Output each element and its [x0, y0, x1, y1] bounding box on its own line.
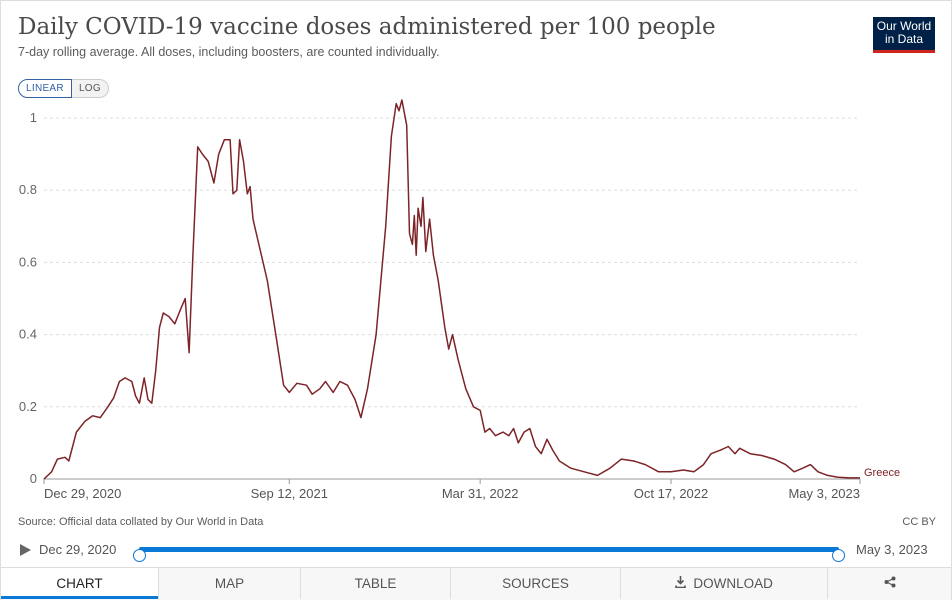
play-icon[interactable]: [20, 544, 31, 556]
tab-chart-label: CHART: [56, 576, 103, 591]
tab-sources-label: SOURCES: [502, 576, 569, 591]
chart-title: Daily COVID-19 vaccine doses administere…: [18, 14, 716, 40]
tab-bar: CHART MAP TABLE SOURCES DOWNLOAD: [1, 567, 951, 600]
y-tick-label: 0.6: [19, 254, 37, 269]
tab-sources[interactable]: SOURCES: [450, 568, 620, 599]
tab-share[interactable]: [827, 568, 951, 599]
x-tick-label: May 3, 2023: [788, 486, 860, 501]
logo-line-2: in Data: [884, 32, 924, 46]
y-axis-ticks: 0 0.2 0.4 0.6 0.8 1: [19, 110, 37, 486]
tab-table[interactable]: TABLE: [300, 568, 450, 599]
timeline-slider: Dec 29, 2020 May 3, 2023: [18, 540, 938, 562]
timeline-start-label: Dec 29, 2020: [39, 542, 117, 557]
y-tick-label: 0.8: [19, 182, 37, 197]
tab-map-label: MAP: [214, 576, 245, 591]
x-tick-label: Sep 12, 2021: [251, 486, 328, 501]
x-tick-label: Oct 17, 2022: [634, 486, 708, 501]
timeline-end-handle[interactable]: [832, 549, 845, 562]
tab-table-label: TABLE: [354, 576, 397, 591]
download-icon: [675, 576, 689, 591]
scale-toggle: LINEAR LOG: [18, 79, 109, 98]
linear-scale-button[interactable]: LINEAR: [18, 79, 72, 98]
y-tick-label: 0: [30, 471, 37, 486]
share-icon: [884, 576, 896, 591]
series-label: Greece: [864, 467, 900, 479]
timeline-end-label: May 3, 2023: [856, 542, 928, 557]
x-tick-label: Mar 31, 2022: [442, 486, 519, 501]
chart-subtitle: 7-day rolling average. All doses, includ…: [18, 45, 440, 59]
timeline-track[interactable]: [133, 547, 845, 562]
gridlines: [44, 117, 860, 408]
tab-download[interactable]: DOWNLOAD: [620, 568, 827, 599]
y-tick-label: 0.4: [19, 327, 37, 342]
x-tick-label: Dec 29, 2020: [44, 486, 121, 501]
timeline-start-handle[interactable]: [133, 549, 146, 562]
y-tick-label: 1: [30, 110, 37, 125]
logo-line-1: Our World: [876, 19, 932, 33]
line-chart: 0 0.2 0.4 0.6 0.8 1 Dec 29, 2020 Sep 12, 2021 M…: [19, 99, 900, 501]
logo-accent-bar: [873, 50, 935, 53]
x-axis-ticks: Dec 29, 2020 Sep 12, 2021 Mar 31, 2022 Oct …: [43, 479, 861, 501]
tab-chart[interactable]: CHART: [1, 568, 158, 599]
log-scale-button[interactable]: LOG: [71, 79, 109, 98]
tab-map[interactable]: MAP: [158, 568, 300, 599]
series-layer: Greece: [43, 99, 900, 480]
series-line-greece[interactable]: [43, 99, 860, 480]
source-note[interactable]: Source: Official data collated by Our Wo…: [18, 516, 264, 528]
y-tick-label: 0.2: [19, 399, 37, 414]
owid-logo[interactable]: Our World in Data: [873, 17, 935, 53]
tab-download-label: DOWNLOAD: [693, 576, 773, 591]
license-link[interactable]: CC BY: [902, 516, 936, 528]
